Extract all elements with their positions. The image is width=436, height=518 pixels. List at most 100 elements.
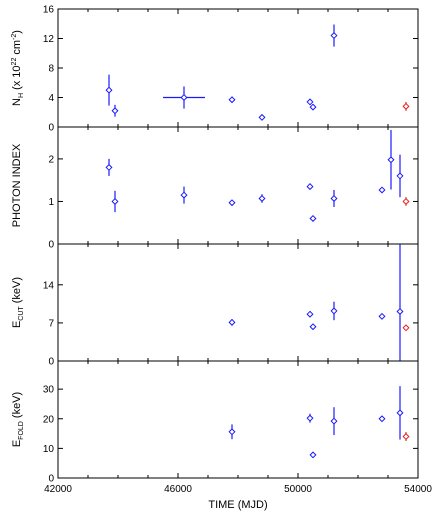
data-point [330, 189, 338, 207]
data-point [396, 154, 404, 198]
data-point [306, 310, 314, 318]
data-point [396, 386, 404, 440]
diamond-marker [228, 96, 236, 104]
y-tick-label: 0 [48, 240, 54, 251]
y-tick-label: 2 [48, 154, 54, 165]
series-1 [228, 386, 404, 459]
panel-4: 0 10 20 30 EFOLD (keV) [11, 360, 419, 485]
data-point [378, 415, 386, 423]
y-axis-label: ECUT (keV) [11, 277, 25, 328]
diamond-marker [309, 214, 317, 222]
y-tick-label: 7 [48, 318, 54, 329]
diamond-marker [309, 103, 317, 111]
data-point [111, 104, 119, 117]
diamond-marker [396, 172, 404, 180]
panel-1: 0 4 8 12 16 NH (x 1022 cm-2) [11, 5, 419, 134]
diamond-marker [306, 310, 314, 318]
data-point [228, 424, 236, 440]
y-tick-label: 4 [48, 93, 54, 104]
y-tick-label: 10 [43, 444, 55, 455]
diamond-marker [105, 86, 113, 94]
plot-frame [57, 360, 419, 479]
data-point [396, 244, 404, 361]
diamond-marker [228, 428, 236, 436]
data-point [180, 186, 188, 204]
x-axis: 42000 46000 50000 54000 TIME (MJD) [44, 484, 432, 511]
plot-frame [57, 8, 419, 128]
data-point [402, 101, 410, 111]
diamond-marker [378, 312, 386, 320]
y-axis-label: EFOLD (keV) [11, 392, 25, 447]
diamond-marker [228, 318, 236, 326]
diamond-marker [378, 415, 386, 423]
diamond-marker [258, 113, 266, 121]
diamond-marker [402, 102, 410, 110]
x-tick-label: 46000 [164, 484, 192, 495]
panel-3: 0 7 14 ECUT (keV) [11, 243, 419, 368]
diamond-marker [330, 417, 338, 425]
diamond-marker [396, 307, 404, 315]
diamond-marker [258, 194, 266, 202]
diamond-marker [180, 191, 188, 199]
diamond-marker [111, 197, 119, 205]
x-tick-label: 54000 [404, 484, 432, 495]
diamond-marker [309, 323, 317, 331]
diamond-marker [306, 98, 314, 106]
series-1 [105, 129, 404, 222]
x-tick-label: 42000 [44, 484, 72, 495]
series-2 [402, 197, 410, 206]
diamond-marker [396, 409, 404, 417]
y-tick-label: 0 [48, 474, 54, 485]
data-point [330, 407, 338, 436]
diamond-marker [111, 107, 119, 115]
y-tick-label: 30 [43, 385, 55, 396]
plot-frame [57, 126, 419, 245]
data-point [111, 190, 119, 213]
series-2 [402, 324, 410, 332]
data-point [306, 183, 314, 191]
data-point [309, 103, 317, 111]
diamond-marker [105, 163, 113, 171]
data-point [387, 129, 395, 190]
x-tick-label: 50000 [284, 484, 312, 495]
data-point [105, 158, 113, 176]
y-tick-label: 0 [48, 123, 54, 134]
series-1 [228, 244, 404, 361]
data-point [402, 432, 410, 441]
data-point [228, 96, 236, 104]
y-tick-label: 12 [43, 34, 55, 45]
data-point [163, 86, 205, 109]
diamond-marker [378, 186, 386, 194]
data-point [105, 74, 113, 106]
diamond-marker [306, 414, 314, 422]
data-point [258, 113, 266, 121]
data-point [378, 312, 386, 320]
data-point [306, 98, 314, 106]
series-2 [402, 101, 410, 111]
y-axis-label: PHOTON INDEX [11, 143, 23, 227]
y-tick-label: 8 [48, 64, 54, 75]
diamond-marker [330, 194, 338, 202]
diamond-marker [387, 156, 395, 164]
diamond-marker [228, 199, 236, 207]
diamond-marker [306, 183, 314, 191]
x-axis-label: TIME (MJD) [208, 499, 267, 511]
y-axis-label: NH (x 1022 cm-2) [11, 30, 25, 106]
data-point [306, 413, 314, 423]
data-point [309, 323, 317, 331]
diamond-marker [180, 93, 188, 102]
diamond-marker [402, 433, 410, 441]
diamond-marker [309, 451, 317, 459]
data-point [402, 324, 410, 332]
data-point [378, 186, 386, 194]
diamond-marker [330, 32, 338, 40]
diamond-marker [330, 307, 338, 315]
panel-2: 0 1 2 PHOTON INDEX [11, 126, 419, 251]
data-point [330, 301, 338, 321]
data-point [309, 451, 317, 459]
series-2 [402, 432, 410, 441]
data-point [330, 24, 338, 47]
data-point [228, 318, 236, 326]
plot-frame [57, 243, 419, 362]
